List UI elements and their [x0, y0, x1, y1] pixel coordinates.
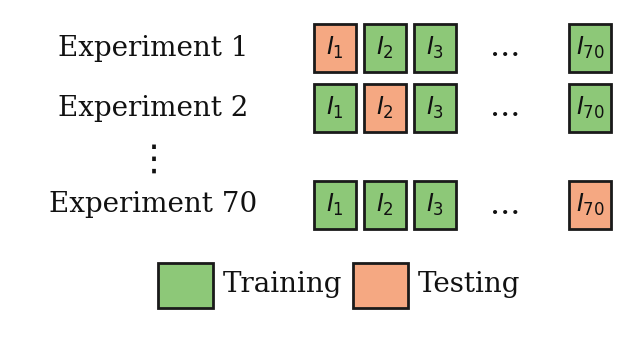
Text: ...: ...	[490, 189, 520, 220]
Text: $\mathit{I}_{70}$: $\mathit{I}_{70}$	[575, 95, 604, 121]
FancyBboxPatch shape	[569, 181, 611, 229]
Text: $\mathit{I}_3$: $\mathit{I}_3$	[426, 95, 444, 121]
FancyBboxPatch shape	[364, 24, 406, 72]
FancyBboxPatch shape	[414, 84, 456, 132]
FancyBboxPatch shape	[569, 84, 611, 132]
FancyBboxPatch shape	[314, 84, 356, 132]
Text: $\mathit{I}_3$: $\mathit{I}_3$	[426, 35, 444, 61]
Text: $\mathit{I}_2$: $\mathit{I}_2$	[376, 95, 394, 121]
Text: Training: Training	[223, 272, 342, 298]
Text: Experiment 70: Experiment 70	[49, 192, 258, 219]
FancyBboxPatch shape	[353, 262, 408, 308]
Text: ⋮: ⋮	[136, 143, 172, 177]
FancyBboxPatch shape	[364, 84, 406, 132]
Text: Experiment 2: Experiment 2	[58, 94, 249, 121]
Text: Experiment 1: Experiment 1	[58, 35, 249, 62]
Text: $\mathit{I}_2$: $\mathit{I}_2$	[376, 35, 394, 61]
FancyBboxPatch shape	[314, 181, 356, 229]
FancyBboxPatch shape	[414, 181, 456, 229]
Text: $\mathit{I}_1$: $\mathit{I}_1$	[326, 95, 344, 121]
Text: $\mathit{I}_{70}$: $\mathit{I}_{70}$	[575, 35, 604, 61]
FancyBboxPatch shape	[414, 24, 456, 72]
Text: $\mathit{I}_1$: $\mathit{I}_1$	[326, 35, 344, 61]
Text: ...: ...	[490, 32, 520, 63]
FancyBboxPatch shape	[364, 181, 406, 229]
Text: $\mathit{I}_3$: $\mathit{I}_3$	[426, 192, 444, 218]
FancyBboxPatch shape	[314, 24, 356, 72]
Text: $\mathit{I}_1$: $\mathit{I}_1$	[326, 192, 344, 218]
Text: ...: ...	[490, 93, 520, 124]
Text: $\mathit{I}_{70}$: $\mathit{I}_{70}$	[575, 192, 604, 218]
Text: Testing: Testing	[417, 272, 520, 298]
FancyBboxPatch shape	[569, 24, 611, 72]
FancyBboxPatch shape	[157, 262, 212, 308]
Text: $\mathit{I}_2$: $\mathit{I}_2$	[376, 192, 394, 218]
